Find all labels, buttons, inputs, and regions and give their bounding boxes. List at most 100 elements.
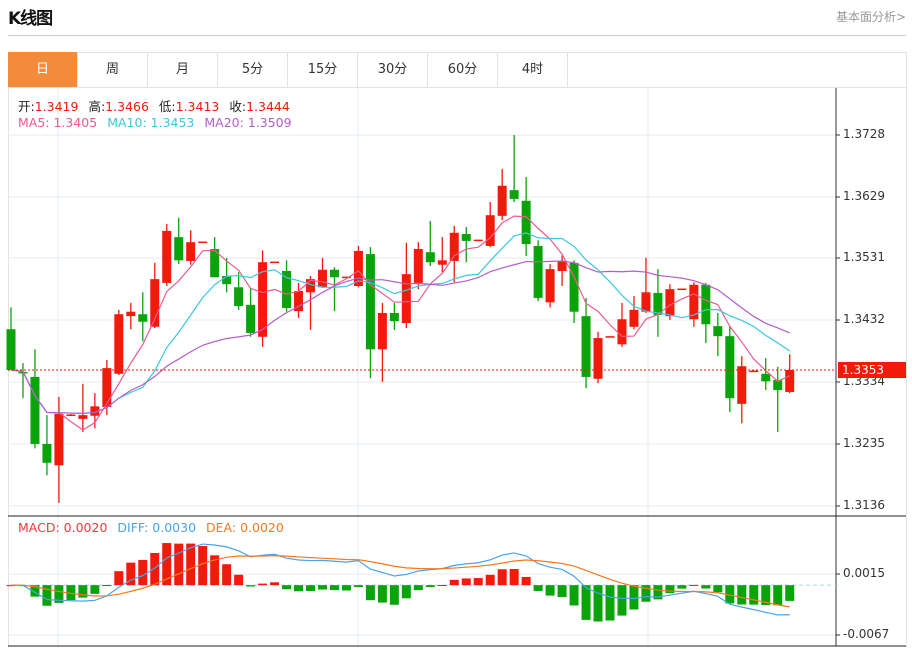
candle-up bbox=[341, 276, 351, 279]
macd-bar bbox=[533, 585, 543, 591]
candle-down bbox=[725, 336, 735, 399]
candle-down bbox=[569, 262, 579, 312]
macd-bar bbox=[497, 569, 507, 586]
candle-down bbox=[174, 237, 184, 261]
macd-bar bbox=[317, 585, 327, 590]
candle-down bbox=[246, 304, 256, 334]
candle-up bbox=[186, 242, 196, 261]
candle-up bbox=[629, 309, 639, 327]
ma5-value: MA5: 1.3405 bbox=[18, 115, 98, 130]
ma10-line bbox=[10, 232, 791, 414]
macd-bar bbox=[66, 585, 76, 601]
macd-bar bbox=[353, 585, 363, 588]
candle-up bbox=[677, 288, 687, 291]
diff-value: DIFF: 0.0030 bbox=[117, 520, 197, 535]
candle-down bbox=[222, 276, 232, 285]
tab-month[interactable]: 月 bbox=[148, 52, 218, 87]
candle-up bbox=[689, 284, 699, 320]
high-label: 高: bbox=[88, 99, 106, 114]
macd-value: MACD: 0.0020 bbox=[18, 520, 108, 535]
macd-bar bbox=[90, 585, 100, 594]
open-value: 1.3419 bbox=[34, 99, 79, 114]
candle-up bbox=[306, 279, 315, 293]
candle-up bbox=[749, 370, 759, 373]
macd-bar bbox=[461, 578, 471, 586]
macd-bar bbox=[401, 585, 411, 599]
candle-up bbox=[66, 414, 76, 417]
period-tabs: 日 周 月 5分 15分 30分 60分 4时 bbox=[8, 52, 906, 88]
price-tick: 1.3432 bbox=[843, 312, 885, 326]
macd-bar bbox=[737, 585, 747, 605]
candle-up bbox=[665, 289, 675, 317]
macd-bar bbox=[413, 585, 423, 591]
page-title: K线图 bbox=[8, 9, 53, 29]
macd-bar bbox=[713, 585, 723, 593]
candle-down bbox=[425, 252, 435, 263]
candle-down bbox=[713, 326, 723, 337]
macd-bar bbox=[761, 585, 771, 605]
diff-line bbox=[10, 543, 790, 616]
tab-15min[interactable]: 15分 bbox=[288, 52, 358, 87]
ma5-line bbox=[10, 215, 790, 431]
candle-up bbox=[617, 319, 627, 345]
macd-bar bbox=[689, 584, 699, 586]
candle-up bbox=[605, 336, 615, 338]
macd-bar bbox=[749, 585, 759, 605]
macd-bar bbox=[210, 555, 220, 586]
macd-tick: -0.0067 bbox=[843, 627, 890, 641]
candle-up bbox=[401, 274, 411, 324]
candle-down bbox=[42, 443, 52, 463]
macd-bar bbox=[605, 585, 615, 621]
macd-bar bbox=[677, 585, 687, 589]
tab-30min[interactable]: 30分 bbox=[358, 52, 428, 87]
macd-bar bbox=[365, 585, 375, 601]
macd-bar bbox=[473, 578, 483, 586]
tab-5min[interactable]: 5分 bbox=[218, 52, 288, 87]
macd-bar bbox=[545, 585, 555, 596]
candle-up bbox=[54, 413, 64, 466]
fundamental-analysis-link[interactable]: 基本面分析> bbox=[835, 10, 906, 24]
macd-bar bbox=[509, 568, 519, 586]
ma20-line bbox=[10, 260, 790, 414]
candle-down bbox=[701, 284, 711, 325]
candle-down bbox=[581, 316, 591, 377]
macd-bar bbox=[437, 584, 447, 586]
candle-up bbox=[150, 279, 160, 327]
macd-bar bbox=[341, 585, 351, 591]
tab-60min[interactable]: 60分 bbox=[428, 52, 498, 87]
macd-bar bbox=[282, 585, 292, 590]
macd-bar bbox=[138, 559, 148, 586]
macd-bar bbox=[42, 585, 52, 606]
candle-up bbox=[485, 215, 495, 246]
macd-bar bbox=[246, 585, 256, 587]
macd-bar bbox=[485, 574, 495, 586]
macd-bar bbox=[785, 585, 795, 601]
candle-down bbox=[509, 190, 519, 199]
ma-legend: MA5: 1.3405 MA10: 1.3453 MA20: 1.3509 bbox=[18, 115, 298, 130]
low-value: 1.3413 bbox=[175, 99, 220, 114]
macd-bar bbox=[222, 564, 232, 586]
candle-up bbox=[198, 241, 208, 244]
ma20-value: MA20: 1.3509 bbox=[204, 115, 292, 130]
macd-bar bbox=[725, 585, 735, 604]
candle-up bbox=[353, 250, 363, 287]
candle-up bbox=[114, 314, 124, 374]
macd-bar bbox=[150, 553, 160, 586]
candle-down bbox=[234, 287, 244, 307]
candle-up bbox=[785, 370, 795, 392]
candle-down bbox=[533, 245, 543, 298]
tab-day[interactable]: 日 bbox=[8, 52, 78, 87]
candle-up bbox=[437, 260, 447, 265]
tab-week[interactable]: 周 bbox=[78, 52, 148, 87]
macd-bar bbox=[557, 585, 567, 598]
macd-bar bbox=[258, 583, 268, 586]
price-tick: 1.3531 bbox=[843, 250, 885, 264]
candle-up bbox=[497, 185, 507, 216]
macd-bar bbox=[701, 585, 711, 589]
tab-4hour[interactable]: 4时 bbox=[498, 52, 568, 87]
candle-up bbox=[413, 249, 423, 283]
ohlc-legend: 开:1.3419 高:1.3466 低:1.3413 收:1.3444 bbox=[18, 96, 296, 115]
macd-bar bbox=[653, 585, 663, 600]
price-tick: 1.3136 bbox=[843, 498, 885, 512]
